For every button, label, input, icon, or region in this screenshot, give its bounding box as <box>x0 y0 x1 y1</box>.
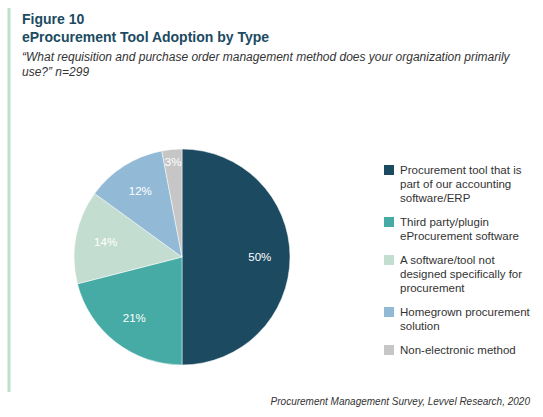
text-line: use?” n=299 <box>22 65 89 79</box>
legend-label: Procurement tool that is part of our acco… <box>400 164 522 204</box>
legend-label: A software/tool not designed specifically… <box>400 254 522 294</box>
pie-slice <box>162 149 182 257</box>
text-line: A software/tool not <box>400 254 495 266</box>
data-label: 21% <box>123 312 146 324</box>
text-line: software/ERP <box>400 192 471 204</box>
text-line: Non-electronic method <box>400 344 516 356</box>
figure-label: Figure 10 <box>22 11 84 27</box>
legend-swatch <box>384 345 394 355</box>
data-labels: 50% 21% 14% 12% 3% <box>94 156 271 324</box>
text-line: “What requisition and purchase order man… <box>22 50 511 64</box>
legend-swatch <box>384 307 394 317</box>
source: Procurement Management Survey, Levvel Re… <box>271 396 531 407</box>
pie-slice <box>95 151 182 257</box>
text-line: Third party/plugin <box>400 216 489 228</box>
text-line: Homegrown procurement <box>400 306 531 318</box>
text-line: eProcurement software <box>400 230 519 242</box>
legend-swatch <box>384 217 394 227</box>
data-label: 12% <box>129 185 152 197</box>
text-line: designed specifically for <box>400 268 522 280</box>
frame-rule <box>8 8 11 392</box>
pie <box>74 149 290 365</box>
text-line: solution <box>400 320 440 332</box>
text-line: procurement <box>400 282 465 294</box>
legend-label: Non-electronic method <box>400 344 516 356</box>
title: eProcurement Tool Adoption by Type <box>22 29 269 45</box>
data-label: 50% <box>248 251 271 263</box>
subtitle: “What requisition and purchase order man… <box>22 50 511 79</box>
text-line: part of our accounting <box>400 178 511 190</box>
legend: Procurement tool that is part of our acco… <box>384 164 531 356</box>
data-label: 14% <box>94 236 117 248</box>
legend-label: Homegrown procurement solution <box>400 306 531 332</box>
legend-swatch <box>384 165 394 175</box>
legend-label: Third party/plugin eProcurement software <box>400 216 519 242</box>
data-label: 3% <box>165 156 182 168</box>
legend-swatch <box>384 255 394 265</box>
chart: Figure 10 eProcurement Tool Adoption by T… <box>0 0 543 417</box>
pie-slice <box>182 149 290 365</box>
text-line: Procurement tool that is <box>400 164 522 176</box>
